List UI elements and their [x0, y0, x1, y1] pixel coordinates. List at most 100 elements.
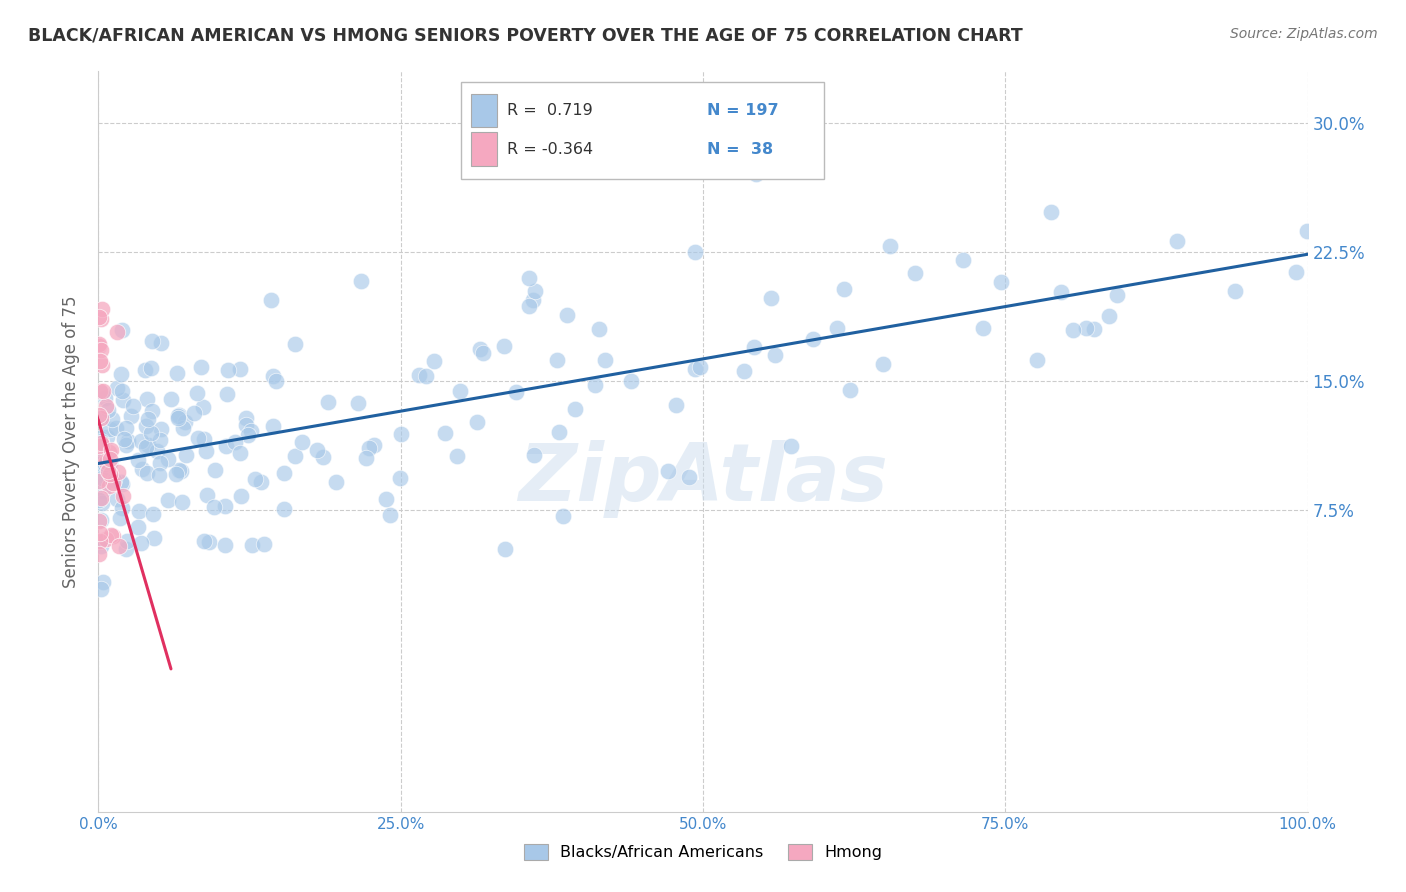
Point: [174, 415, 197, 429]
Point: [90, 582, 112, 597]
Point: [98, 467, 121, 481]
Point: [91, 438, 114, 452]
Point: [217, 362, 239, 376]
Point: [1050, 285, 1073, 299]
Point: [492, 339, 515, 353]
Point: [683, 362, 706, 376]
Point: [224, 435, 246, 450]
Point: [879, 239, 901, 253]
Point: [150, 422, 173, 436]
Point: [112, 490, 135, 504]
Point: [780, 439, 803, 453]
Point: [87, 475, 110, 489]
Point: [832, 282, 855, 296]
Point: [148, 468, 170, 483]
Point: [689, 360, 711, 375]
Point: [89, 525, 111, 540]
Point: [316, 395, 339, 409]
Point: [546, 352, 568, 367]
Point: [90, 513, 112, 527]
Point: [101, 476, 124, 491]
Point: [111, 476, 134, 491]
Point: [423, 353, 446, 368]
Point: [904, 266, 927, 280]
Point: [522, 293, 544, 307]
Point: [350, 274, 373, 288]
Point: [91, 386, 114, 401]
Point: [446, 449, 468, 463]
Point: [89, 354, 111, 368]
Point: [240, 424, 263, 438]
Point: [229, 445, 252, 459]
Point: [801, 332, 824, 346]
Point: [204, 463, 226, 477]
Point: [952, 252, 974, 267]
Point: [346, 396, 368, 410]
Point: [172, 495, 194, 509]
Point: [94, 455, 117, 469]
Text: Source: ZipAtlas.com: Source: ZipAtlas.com: [1230, 27, 1378, 41]
Point: [186, 385, 208, 400]
Point: [240, 538, 263, 552]
Point: [127, 520, 149, 534]
Point: [174, 448, 197, 462]
Point: [111, 384, 134, 398]
Point: [89, 410, 111, 425]
Point: [87, 439, 110, 453]
Point: [465, 415, 488, 429]
Point: [872, 358, 894, 372]
Point: [1285, 265, 1308, 279]
Point: [273, 466, 295, 480]
Point: [1296, 224, 1319, 238]
Point: [170, 464, 193, 478]
Point: [149, 433, 172, 447]
Point: [363, 438, 385, 452]
Point: [100, 443, 122, 458]
Point: [129, 434, 152, 448]
Point: [97, 464, 120, 478]
Point: [1039, 205, 1062, 219]
Point: [142, 507, 165, 521]
Point: [87, 515, 110, 529]
Point: [763, 348, 786, 362]
Point: [380, 508, 402, 522]
Point: [91, 471, 114, 485]
Text: R =  0.719: R = 0.719: [508, 103, 593, 118]
Point: [105, 491, 128, 506]
Point: [388, 471, 411, 485]
Point: [138, 438, 160, 452]
Point: [90, 411, 112, 425]
Point: [583, 377, 606, 392]
Point: [166, 366, 188, 380]
Point: [93, 451, 115, 466]
Point: [90, 491, 112, 505]
Point: [90, 343, 112, 358]
Point: [291, 435, 314, 450]
Point: [657, 464, 679, 478]
Point: [548, 425, 571, 440]
Point: [98, 422, 121, 436]
Point: [111, 323, 134, 337]
Point: [156, 492, 179, 507]
Point: [150, 335, 173, 350]
Point: [167, 409, 190, 423]
Point: [98, 456, 121, 470]
Point: [551, 508, 574, 523]
Point: [683, 245, 706, 260]
Point: [745, 167, 768, 181]
Point: [105, 381, 128, 395]
Point: [167, 462, 190, 476]
Point: [101, 529, 124, 543]
Point: [742, 340, 765, 354]
Point: [262, 419, 284, 434]
Point: [121, 400, 143, 414]
Point: [243, 472, 266, 486]
Point: [90, 450, 112, 465]
Point: [165, 467, 187, 481]
Point: [215, 387, 238, 401]
Point: [415, 369, 437, 384]
Point: [215, 439, 238, 453]
Point: [115, 534, 138, 549]
Point: [249, 475, 271, 490]
Point: [87, 547, 110, 561]
